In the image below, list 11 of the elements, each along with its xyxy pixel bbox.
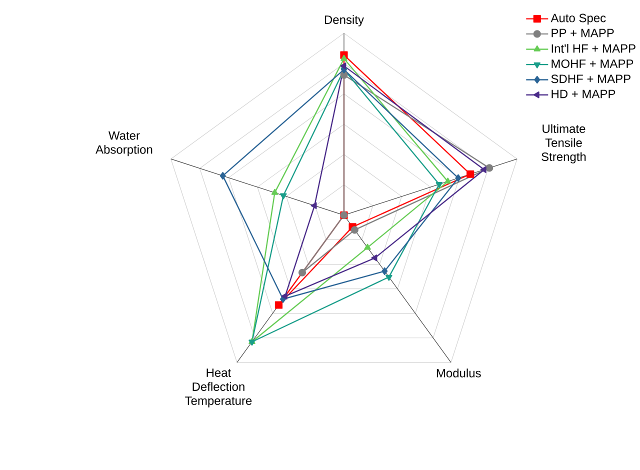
spoke-label: Water Absorption — [96, 131, 152, 156]
legend-label: SDHF + MAPP — [551, 74, 630, 84]
legend-label: Int'l HF + MAPP — [552, 44, 636, 53]
spoke-label: Heat Deflection Temperature — [185, 368, 252, 408]
legend-label: PP + MAPP — [552, 28, 614, 38]
legend-label: MOHF + MAPP — [552, 59, 634, 68]
spoke-label: Modulus — [436, 368, 481, 378]
spoke-label: Density — [324, 15, 364, 26]
legend-label: Auto Spec — [550, 14, 606, 25]
legend-label: HD + MAPP — [552, 90, 616, 98]
spoke-label: Ultimate Tensile Strength — [542, 124, 586, 164]
